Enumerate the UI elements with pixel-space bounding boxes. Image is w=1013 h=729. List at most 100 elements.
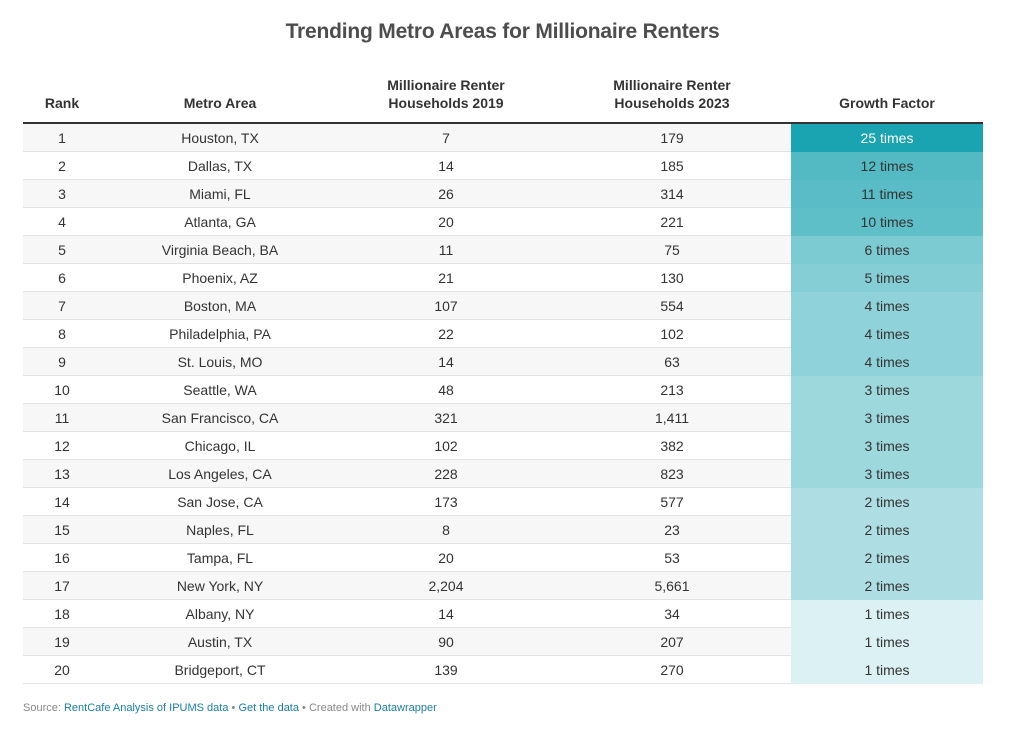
header-households-2023[interactable]: Millionaire Renter Households 2023 [553,66,791,124]
cell-growth-factor: 1 times [791,627,983,656]
cell-metro-area: San Jose, CA [101,487,339,516]
data-table: Rank Metro Area Millionaire Renter House… [23,66,983,684]
cell-metro-area: Houston, TX [101,123,339,152]
table-row: 6 Phoenix, AZ 21 130 5 times [23,263,983,292]
table-body: 1 Houston, TX 7 179 25 times 2 Dallas, TX 14 185… [23,123,983,684]
separator-dot: • [302,702,306,714]
cell-households-2023: 577 [553,487,791,516]
header-households-2019-line1: Millionaire Renter [387,77,505,93]
cell-metro-area: Virginia Beach, BA [101,235,339,264]
table-row: 3 Miami, FL 26 314 11 times [23,179,983,208]
cell-metro-area: St. Louis, MO [101,347,339,376]
header-households-2023-line1: Millionaire Renter [613,77,731,93]
cell-growth-factor: 3 times [791,375,983,404]
source-link[interactable]: RentCafe Analysis of IPUMS data [63,702,229,714]
table-row: 16 Tampa, FL 20 53 2 times [23,543,983,572]
cell-growth-factor: 2 times [791,515,983,544]
cell-growth-factor: 2 times [791,487,983,516]
cell-growth-factor: 4 times [791,347,983,376]
table-row: 1 Houston, TX 7 179 25 times [23,123,983,152]
cell-households-2019: 14 [339,599,553,628]
header-rank[interactable]: Rank [23,66,101,124]
cell-households-2023: 5,661 [553,571,791,600]
cell-rank: 1 [23,123,101,152]
cell-rank: 4 [23,207,101,236]
cell-rank: 18 [23,599,101,628]
table-row: 19 Austin, TX 90 207 1 times [23,627,983,656]
cell-households-2023: 554 [553,291,791,320]
cell-households-2019: 2,204 [339,571,553,600]
cell-metro-area: New York, NY [101,571,339,600]
cell-rank: 2 [23,151,101,180]
cell-rank: 17 [23,571,101,600]
cell-households-2019: 228 [339,459,553,488]
cell-households-2023: 75 [553,235,791,264]
cell-households-2019: 173 [339,487,553,516]
cell-growth-factor: 10 times [791,207,983,236]
cell-households-2023: 34 [553,599,791,628]
header-households-2023-line2: Households 2023 [614,95,730,111]
separator-dot: • [231,702,236,714]
cell-growth-factor: 4 times [791,291,983,320]
cell-metro-area: Seattle, WA [101,375,339,404]
cell-rank: 14 [23,487,101,516]
cell-households-2019: 14 [339,151,553,180]
cell-metro-area: Naples, FL [101,515,339,544]
cell-households-2019: 20 [339,207,553,236]
cell-households-2019: 107 [339,291,553,320]
cell-households-2019: 21 [339,263,553,292]
cell-rank: 7 [23,291,101,320]
table-row: 15 Naples, FL 8 23 2 times [23,515,983,544]
table-row: 4 Atlanta, GA 20 221 10 times [23,207,983,236]
cell-rank: 6 [23,263,101,292]
cell-rank: 5 [23,235,101,264]
cell-rank: 16 [23,543,101,572]
header-growth-factor[interactable]: Growth Factor [791,66,983,124]
table-row: 5 Virginia Beach, BA 11 75 6 times [23,235,983,264]
table-row: 20 Bridgeport, CT 139 270 1 times [23,655,983,684]
cell-metro-area: Boston, MA [101,291,339,320]
table-row: 7 Boston, MA 107 554 4 times [23,291,983,320]
cell-rank: 8 [23,319,101,348]
header-households-2019[interactable]: Millionaire Renter Households 2019 [339,66,553,124]
cell-metro-area: Bridgeport, CT [101,655,339,684]
cell-households-2023: 213 [553,375,791,404]
cell-metro-area: Dallas, TX [101,151,339,180]
cell-households-2023: 102 [553,319,791,348]
cell-households-2023: 53 [553,543,791,572]
cell-rank: 9 [23,347,101,376]
table-row: 12 Chicago, IL 102 382 3 times [23,431,983,460]
header-households-2019-line2: Households 2019 [388,95,504,111]
cell-growth-factor: 1 times [791,599,983,628]
cell-rank: 3 [23,179,101,208]
table-row: 13 Los Angeles, CA 228 823 3 times [23,459,983,488]
header-metro-area[interactable]: Metro Area [101,66,339,124]
cell-households-2019: 14 [339,347,553,376]
cell-households-2019: 90 [339,627,553,656]
table-row: 11 San Francisco, CA 321 1,411 3 times [23,403,983,432]
cell-growth-factor: 6 times [791,235,983,264]
cell-households-2019: 11 [339,235,553,264]
cell-metro-area: Albany, NY [101,599,339,628]
cell-households-2023: 1,411 [553,403,791,432]
cell-metro-area: Atlanta, GA [101,207,339,236]
table-row: 14 San Jose, CA 173 577 2 times [23,487,983,516]
cell-growth-factor: 4 times [791,319,983,348]
get-data-link[interactable]: Get the data [238,702,299,714]
table-row: 8 Philadelphia, PA 22 102 4 times [23,319,983,348]
cell-growth-factor: 2 times [791,543,983,572]
datawrapper-link[interactable]: Datawrapper [373,702,437,714]
cell-growth-factor: 3 times [791,459,983,488]
cell-metro-area: Austin, TX [101,627,339,656]
cell-households-2023: 221 [553,207,791,236]
cell-households-2023: 382 [553,431,791,460]
cell-growth-factor: 11 times [791,179,983,208]
table-row: 2 Dallas, TX 14 185 12 times [23,151,983,180]
cell-households-2019: 102 [339,431,553,460]
source-footer: Source: RentCafe Analysis of IPUMS data … [23,702,437,714]
cell-metro-area: Chicago, IL [101,431,339,460]
cell-rank: 10 [23,375,101,404]
cell-households-2023: 314 [553,179,791,208]
cell-households-2023: 63 [553,347,791,376]
cell-growth-factor: 25 times [791,123,983,152]
